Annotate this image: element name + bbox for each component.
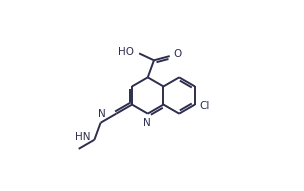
Text: Cl: Cl xyxy=(200,100,210,111)
Text: HN: HN xyxy=(75,133,91,142)
Text: HO: HO xyxy=(118,47,134,57)
Text: N: N xyxy=(98,108,105,118)
Text: N: N xyxy=(143,118,151,128)
Text: O: O xyxy=(173,49,181,59)
